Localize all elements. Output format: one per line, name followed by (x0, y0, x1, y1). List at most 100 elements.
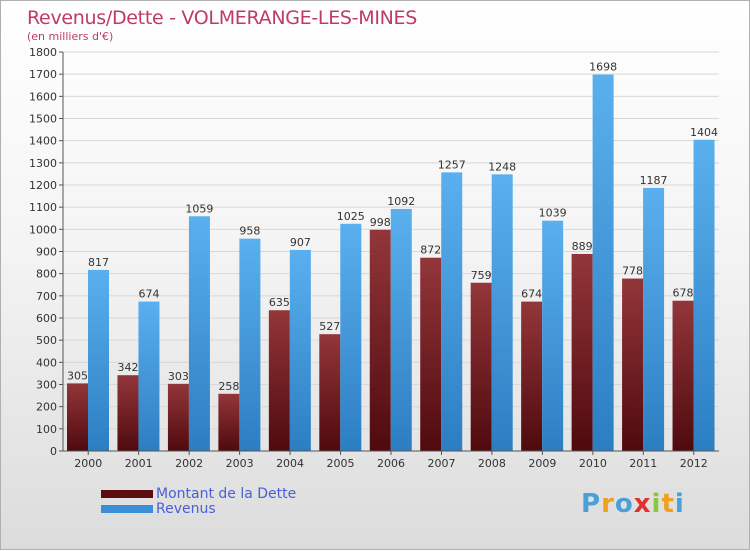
bar-revenus (441, 172, 463, 452)
x-tick-label: 2001 (125, 457, 153, 470)
y-tick-label: 0 (50, 445, 57, 458)
bar-dette (571, 253, 593, 451)
data-label-dette: 872 (420, 244, 441, 257)
legend-label-dette: Montant de la Dette (156, 486, 297, 502)
y-tick-label: 900 (36, 246, 57, 259)
data-label-revenus: 817 (88, 256, 109, 269)
axes: 0 100 200 300 400 500 600 700 800 900 1000 1100 1200… (29, 46, 719, 470)
bar-dette (67, 383, 88, 451)
data-label-dette: 678 (673, 287, 694, 300)
bar-revenus (542, 220, 564, 451)
y-tick-label: 500 (36, 334, 57, 347)
bar-dette (268, 310, 290, 451)
logo-letter: t (661, 489, 675, 519)
logo-letter: r (601, 489, 615, 519)
y-tick-label: 1300 (29, 157, 57, 170)
y-tick-label: 1800 (29, 46, 57, 59)
bar-dette (319, 334, 341, 451)
logo-letter: o (614, 489, 634, 519)
data-label-revenus: 1025 (337, 210, 365, 223)
data-label-revenus: 1059 (185, 202, 213, 215)
y-tick-label: 1000 (29, 223, 57, 236)
logo-letter: x (633, 489, 652, 519)
logo-letter: i (674, 489, 685, 519)
legend-swatch-revenus (101, 505, 153, 513)
data-label-revenus: 1187 (640, 174, 668, 187)
bar-dette (167, 383, 189, 451)
bar-dette (521, 301, 543, 451)
logo-letter: P (581, 489, 602, 519)
y-tick-label: 200 (36, 401, 57, 414)
bar-revenus (289, 249, 311, 451)
bar-revenus (491, 174, 513, 452)
y-tick-label: 700 (36, 290, 57, 303)
data-labels: 305 817 342 674 303 1059 258 958 635 907 527 1025 99… (67, 61, 718, 393)
bar-revenus (138, 301, 160, 451)
y-tick-label: 1400 (29, 135, 57, 148)
x-tick-label: 2008 (478, 457, 506, 470)
bar-revenus (88, 269, 109, 451)
data-label-revenus: 958 (239, 225, 260, 238)
x-tick-label: 2011 (629, 457, 657, 470)
data-label-revenus: 1404 (690, 126, 718, 139)
bar-revenus (592, 74, 614, 452)
bar-dette (470, 282, 492, 451)
y-tick-label: 1500 (29, 113, 57, 126)
y-tick-label: 1700 (29, 68, 57, 81)
legend-label-revenus: Revenus (156, 501, 216, 517)
data-label-dette: 527 (319, 320, 340, 333)
data-label-dette: 759 (471, 269, 492, 282)
bars (67, 74, 715, 452)
data-label-revenus: 674 (138, 288, 159, 301)
x-tick-label: 2003 (226, 457, 254, 470)
bar-revenus (340, 223, 362, 451)
bar-revenus (239, 238, 261, 451)
data-label-revenus: 1257 (438, 158, 466, 171)
data-label-dette: 303 (168, 370, 189, 383)
chart-subtitle: (en milliers d'€) (27, 30, 114, 43)
y-tick-label: 300 (36, 379, 57, 392)
bar-dette (218, 393, 240, 451)
data-label-revenus: 1092 (387, 195, 415, 208)
data-label-dette: 305 (67, 369, 88, 382)
y-tick-label: 600 (36, 312, 57, 325)
data-label-dette: 998 (370, 216, 391, 229)
data-label-revenus: 1698 (589, 61, 617, 74)
bar-revenus (188, 216, 210, 451)
x-tick-label: 2012 (680, 457, 708, 470)
proxiti-logo: Proxiti (581, 489, 685, 519)
bar-dette (369, 229, 391, 451)
data-label-revenus: 1039 (539, 207, 567, 220)
x-tick-label: 2010 (579, 457, 607, 470)
bar-dette (117, 375, 139, 451)
y-tick-label: 1600 (29, 90, 57, 103)
legend-swatch-dette (101, 490, 153, 498)
x-tick-label: 2009 (528, 457, 556, 470)
y-tick-label: 100 (36, 423, 57, 436)
data-label-dette: 674 (521, 288, 542, 301)
data-label-revenus: 907 (290, 236, 311, 249)
data-label-dette: 635 (269, 296, 290, 309)
x-tick-label: 2004 (276, 457, 304, 470)
bar-revenus (390, 208, 412, 451)
y-tick-label: 800 (36, 268, 57, 281)
data-label-revenus: 1248 (488, 160, 516, 173)
bar-dette (622, 278, 644, 451)
y-tick-label: 1100 (29, 201, 57, 214)
data-label-dette: 778 (622, 265, 643, 278)
data-label-dette: 342 (117, 361, 138, 374)
x-tick-label: 2005 (327, 457, 355, 470)
bar-revenus (693, 139, 715, 451)
chart-title: Revenus/Dette - VOLMERANGE-LES-MINES (27, 7, 418, 29)
x-tick-label: 2006 (377, 457, 405, 470)
bar-dette (420, 257, 442, 451)
y-tick-label: 1200 (29, 179, 57, 192)
y-tick-label: 400 (36, 356, 57, 369)
data-label-dette: 889 (572, 240, 593, 253)
bar-revenus (643, 187, 665, 452)
x-tick-label: 2007 (427, 457, 455, 470)
bar-dette (672, 300, 694, 451)
logo-letter: i (651, 489, 662, 519)
